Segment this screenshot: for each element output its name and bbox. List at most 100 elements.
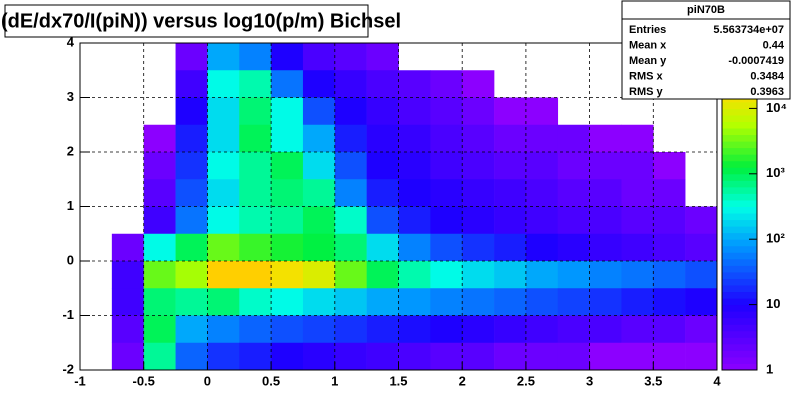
- bin: [589, 342, 622, 371]
- bin: [557, 179, 590, 207]
- chart-title: log(dE/dx70/I(piN)) versus log10(p/m) Bi…: [0, 10, 401, 32]
- bin: [557, 233, 590, 262]
- bin: [143, 261, 176, 289]
- color-scale-step: [722, 173, 757, 181]
- bin: [239, 288, 272, 316]
- bin: [175, 233, 208, 262]
- y-tick-label: 2: [67, 143, 74, 158]
- bin: [271, 97, 304, 126]
- bin: [494, 152, 527, 180]
- color-scale-step: [722, 101, 757, 109]
- color-scale-step: [722, 206, 757, 214]
- bin: [271, 70, 304, 98]
- color-scale-step: [722, 128, 757, 136]
- bin: [302, 288, 336, 316]
- x-tick-label: 1: [331, 373, 338, 388]
- bin: [462, 70, 495, 98]
- bin: [175, 152, 208, 180]
- bin: [143, 342, 176, 371]
- bin: [143, 179, 176, 207]
- bin: [334, 342, 367, 371]
- color-scale-step: [722, 147, 757, 155]
- bin: [589, 206, 622, 235]
- bin: [334, 70, 367, 98]
- x-tick-label: 4: [713, 373, 721, 388]
- bin: [621, 315, 654, 344]
- color-scale-step: [722, 199, 757, 207]
- color-scale-step: [722, 245, 757, 253]
- bin: [143, 288, 176, 316]
- bin: [302, 70, 336, 98]
- bin: [589, 315, 622, 344]
- bin: [621, 179, 654, 207]
- bin: [143, 124, 176, 153]
- bin: [175, 261, 208, 289]
- bin: [239, 342, 272, 371]
- stats-label: Entries: [629, 24, 666, 36]
- color-scale-step: [722, 350, 757, 358]
- bin: [334, 261, 367, 289]
- color-scale-step: [722, 278, 757, 286]
- bin: [653, 152, 686, 180]
- bin: [494, 124, 527, 153]
- bin: [175, 342, 208, 371]
- bin: [685, 233, 718, 262]
- color-scale-step: [722, 258, 757, 266]
- bin: [525, 97, 559, 126]
- bin: [430, 124, 463, 153]
- bin: [366, 70, 399, 98]
- bin: [366, 179, 399, 207]
- bin: [462, 233, 495, 262]
- bin: [271, 43, 304, 71]
- bin: [334, 97, 367, 126]
- bin: [462, 179, 495, 207]
- bin: [462, 288, 495, 316]
- color-scale-step: [722, 304, 757, 312]
- bin: [685, 206, 718, 235]
- x-tick-label: 3: [586, 373, 593, 388]
- bin: [143, 315, 176, 344]
- bin: [653, 233, 686, 262]
- bin: [302, 315, 336, 344]
- bin: [494, 206, 527, 235]
- bin: [143, 152, 176, 180]
- bin: [430, 206, 463, 235]
- bin: [302, 179, 336, 207]
- x-tick-label: 1.5: [389, 373, 407, 388]
- bin: [302, 233, 336, 262]
- bin: [621, 288, 654, 316]
- bin: [271, 206, 304, 235]
- stats-label: RMS y: [629, 86, 664, 98]
- color-scale-step: [722, 356, 757, 364]
- bin: [653, 261, 686, 289]
- color-scale-step: [722, 317, 757, 325]
- x-tick-label: 2.5: [517, 373, 535, 388]
- color-scale-step: [722, 271, 757, 279]
- bin: [525, 288, 559, 316]
- bin: [430, 288, 463, 316]
- bin: [111, 342, 144, 371]
- bin: [334, 233, 367, 262]
- bin: [398, 206, 431, 235]
- x-tick-label: -1: [74, 373, 86, 388]
- bin: [302, 124, 336, 153]
- bin: [302, 97, 336, 126]
- bin: [525, 261, 559, 289]
- bin: [366, 315, 399, 344]
- bin: [111, 288, 144, 316]
- bin: [271, 288, 304, 316]
- y-tick-label: -2: [62, 361, 74, 376]
- bin: [207, 288, 240, 316]
- z-tick-label: 1: [766, 361, 773, 376]
- bin: [589, 124, 622, 153]
- bin: [366, 288, 399, 316]
- x-tick-label: 2: [459, 373, 466, 388]
- bin: [589, 179, 622, 207]
- bin: [557, 124, 590, 153]
- bin: [271, 315, 304, 344]
- bin: [207, 315, 240, 344]
- bin: [589, 261, 622, 289]
- bin: [653, 206, 686, 235]
